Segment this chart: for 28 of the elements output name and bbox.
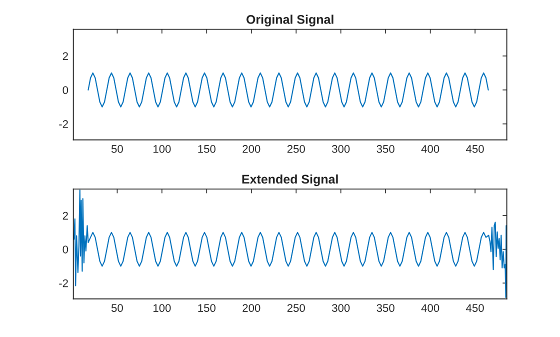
x-tick-label: 300 <box>332 145 350 153</box>
y-tick-label: 0 <box>62 246 68 254</box>
line-series <box>88 72 489 108</box>
chart-title: Extended Signal <box>242 174 338 186</box>
x-tick-label: 150 <box>198 304 216 312</box>
y-tick-label: -2 <box>59 279 68 288</box>
x-tick-label: 450 <box>466 145 484 153</box>
chart-title: Original Signal <box>246 14 334 26</box>
y-tick-label: 2 <box>62 52 68 60</box>
x-tick-label: 100 <box>154 304 171 312</box>
x-tick-label: 350 <box>376 145 394 153</box>
x-tick-label: 200 <box>242 304 260 312</box>
x-tick-label: 150 <box>198 145 216 153</box>
y-tick-label: -2 <box>59 120 68 128</box>
x-tick-label: 200 <box>242 145 260 153</box>
x-tick-label: 250 <box>287 145 305 153</box>
x-tick-label: 100 <box>154 145 171 153</box>
y-tick-label: 0 <box>62 86 68 94</box>
x-tick-label: 450 <box>466 304 484 312</box>
x-tick-label: 350 <box>376 304 394 312</box>
y-tick-label: 2 <box>62 212 68 220</box>
x-tick-label: 250 <box>287 304 305 312</box>
x-tick-label: 50 <box>111 304 123 312</box>
x-tick-label: 400 <box>421 145 440 153</box>
line-series <box>73 190 507 298</box>
x-tick-label: 50 <box>111 145 123 153</box>
x-tick-label: 400 <box>421 304 440 312</box>
x-tick-label: 300 <box>332 304 350 312</box>
